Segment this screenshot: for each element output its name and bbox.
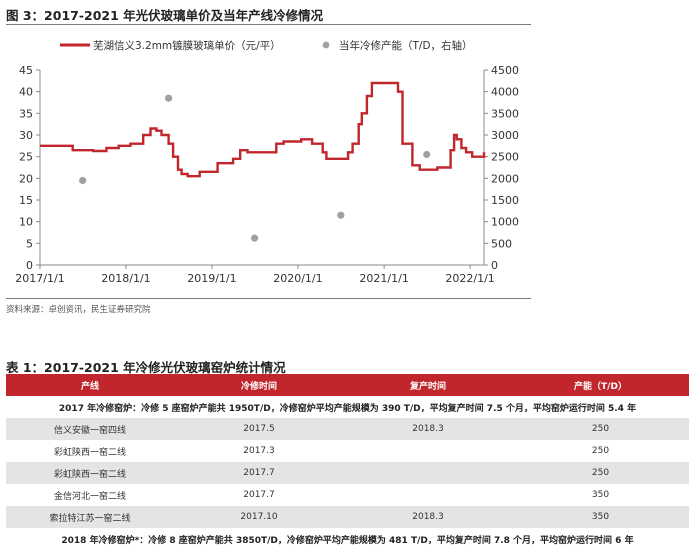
cell-resume-time: 2018.3 (344, 506, 512, 528)
cell-resume-time (344, 462, 512, 484)
col-header-resume-time: 复产时间 (344, 374, 512, 396)
cell-line: 彩虹陕西一窑二线 (6, 462, 174, 484)
cold-repair-table: 产线 冷修时间 复产时间 产能（T/D） 2017 年冷修窑炉：冷修 5 座窑炉… (6, 374, 689, 550)
cell-cold-time: 2017.5 (174, 418, 344, 440)
y-left-tick-label: 20 (19, 172, 33, 185)
y-right-tick-label: 1500 (491, 194, 519, 207)
y-left-tick-label: 15 (19, 194, 33, 207)
table-row: 索拉特江苏一窑二线 2017.10 2018.3 350 (6, 506, 689, 528)
x-tick-label: 2020/1/1 (273, 272, 322, 285)
y-left-tick-label: 5 (26, 237, 33, 250)
cell-resume-time (344, 440, 512, 462)
table-title: 表 1：2017-2021 年冷修光伏玻璃窑炉统计情况 (6, 360, 286, 375)
cell-cold-time: 2017.7 (243, 490, 275, 500)
y-left-tick-label: 25 (19, 151, 33, 164)
table-row: 信义安徽一窑四线 2017.5 2018.3 250 (6, 418, 689, 440)
y-left-tick-label: 10 (19, 216, 33, 229)
cell-capacity: 250 (512, 462, 689, 484)
cell-capacity: 350 (512, 506, 689, 528)
x-tick-label: 2022/1/1 (445, 272, 494, 285)
figure-title: 图 3：2017-2021 年光伏玻璃单价及当年产线冷修情况 (6, 8, 324, 23)
y-left-tick-label: 35 (19, 107, 33, 120)
cell-cold-time: 2017.10 (174, 506, 344, 528)
cell-resume-time (344, 484, 512, 506)
col-header-cold-time: 冷修时间 (174, 374, 344, 396)
y-right-tick-label: 500 (491, 237, 512, 250)
y-right-tick-label: 0 (491, 259, 498, 272)
chart-axes: 0 5 10 15 20 25 30 35 40 45 0 500 1000 1500 2000 2500 30… (15, 64, 519, 285)
coldrepair-point (337, 211, 345, 219)
col-header-line: 产线 (6, 374, 174, 396)
cell-line: 索拉特江苏一窑二线 (6, 506, 174, 528)
figure-source: 资料来源：卓创资讯，民生证券研究院 (6, 305, 151, 315)
y-right-tick-label: 4000 (491, 86, 519, 99)
y-left-tick-label: 0 (26, 259, 33, 272)
y-right-tick-label: 2000 (491, 172, 519, 185)
x-tick-label: 2021/1/1 (359, 272, 408, 285)
cell-cold-time: 2017.7 (174, 462, 344, 484)
chart-marks (40, 81, 486, 242)
y-right-tick-label: 3500 (491, 107, 519, 120)
x-tick-label: 2019/1/1 (187, 272, 236, 285)
y-left-tick-label: 45 (19, 64, 33, 77)
price-series-line (40, 81, 486, 178)
cell-line: 信义安徽一窑四线 (6, 418, 174, 440)
legend-coldrepair-swatch (322, 41, 330, 49)
col-header-capacity: 产能（T/D） (512, 374, 689, 396)
y-right-tick-label: 4500 (491, 64, 519, 77)
coldrepair-point (165, 94, 173, 102)
coldrepair-point (79, 176, 87, 185)
legend-coldrepair-label: 当年冷修产能（T/D，右轴） (339, 39, 473, 52)
cell-line: 金信河北一窑二线 (53, 491, 126, 502)
y-left-tick-label: 30 (19, 129, 33, 142)
y-right-tick-label: 1000 (491, 216, 519, 229)
coldrepair-point (423, 150, 431, 159)
title-rule (6, 24, 531, 25)
x-tick-label: 2017/1/1 (15, 272, 64, 285)
chart-legend: 芜湖信义3.2mm镀膜玻璃单价（元/平） 当年冷修产能（T/D，右轴） (60, 39, 473, 52)
price-coldrepair-chart: 芜湖信义3.2mm镀膜玻璃单价（元/平） 当年冷修产能（T/D，右轴） 0 5 10 1… (15, 39, 519, 285)
y-right-tick-label: 3000 (491, 129, 519, 142)
y-left-tick-label: 40 (19, 86, 33, 99)
table-row: 彩虹陕西一窑二线 2017.7 250 (6, 462, 689, 484)
table-row: 金信河北一窑二线 2017.7 350 (6, 484, 689, 506)
cell-resume-time: 2018.3 (344, 418, 512, 440)
x-tick-label: 2018/1/1 (101, 272, 150, 285)
y-right-tick-label: 2500 (491, 151, 519, 164)
legend-price-label: 芜湖信义3.2mm镀膜玻璃单价（元/平） (93, 39, 281, 52)
cell-cold-time: 2017.3 (243, 446, 275, 456)
group-summary-2017: 2017 年冷修窑炉：冷修 5 座窑炉产能共 1950T/D，冷修窑炉平均产能规… (6, 396, 689, 418)
source-rule (6, 298, 531, 299)
group-row-2017: 2017 年冷修窑炉：冷修 5 座窑炉产能共 1950T/D，冷修窑炉平均产能规… (6, 396, 689, 418)
group-row-2018: 2018 年冷修窑炉*：冷修 8 座窑炉产能共 3850T/D，冷修窑炉平均产能… (6, 528, 689, 550)
cell-capacity: 350 (591, 490, 610, 500)
group-summary-2018: 2018 年冷修窑炉*：冷修 8 座窑炉产能共 3850T/D，冷修窑炉平均产能… (6, 528, 689, 550)
table-row: 彩虹陕西一窑二线 2017.3 250 (6, 440, 689, 462)
cell-capacity: 250 (512, 418, 689, 440)
coldrepair-point (250, 234, 259, 242)
cell-line: 彩虹陕西一窑二线 (53, 447, 126, 458)
table-header-row: 产线 冷修时间 复产时间 产能（T/D） (6, 374, 689, 396)
cell-capacity: 250 (591, 446, 610, 456)
